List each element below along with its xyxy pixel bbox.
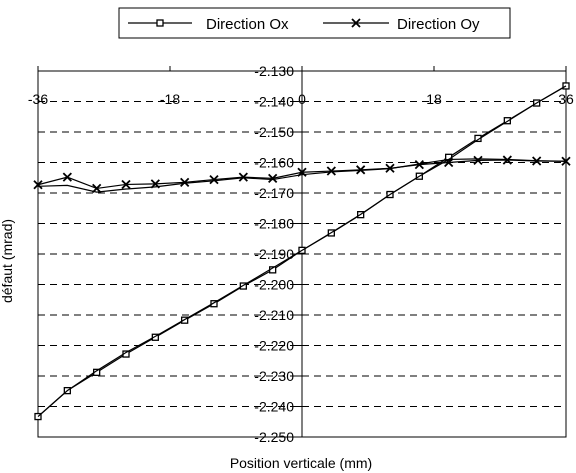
y-tick-label-6: -2.190 [254,246,294,262]
x-tick-label-1: -18 [160,91,180,107]
x-axis-title: Position verticale (mm) [230,455,372,471]
series-line-3 [37,158,567,193]
data-point-2-1 [62,172,72,182]
data-point-2-16 [502,155,512,165]
y-tick-label-9: -2.220 [254,338,294,354]
y-tick-label-7: -2.200 [254,277,294,293]
y-tick-label-0: -2.130 [254,63,294,79]
data-point-2-15 [473,155,483,166]
y-tick-label-11: -2.240 [254,399,294,415]
y-tick-label-1: -2.140 [254,94,294,110]
data-point-0-6 [210,300,218,308]
series-group [33,82,571,421]
y-tick-label-2: -2.150 [254,124,294,140]
series-1 [37,85,567,418]
y-tick-label-3: -2.160 [254,155,294,171]
data-point-2-13 [414,159,424,170]
legend: Direction Ox Direction Oy [118,7,511,39]
series-3 [37,158,567,193]
y-tick-label-4: -2.170 [254,185,294,201]
axes [37,66,567,438]
y-tick-label-5: -2.180 [254,216,294,232]
x-tick-label-0: -36 [28,91,48,107]
tick-labels: -2.130 -2.140 -2.150 -2.160 -2.170 -2.180 -2.1… [28,63,574,445]
legend-label-0: Direction Ox [206,16,289,33]
y-tick-label-10: -2.230 [254,368,294,384]
data-point-2-3 [121,179,131,190]
x-tick-label-3: 18 [426,91,442,107]
legend-marker-1 [351,18,361,28]
series-line-1 [37,85,567,418]
data-point-2-0 [33,180,43,190]
series-2 [33,155,571,194]
legend-item-1: Direction Oy [323,16,480,33]
legend-marker-0 [156,19,164,27]
data-point-2-11 [356,165,366,175]
y-tick-label-8: -2.210 [254,307,294,323]
data-point-2-5 [180,177,190,187]
legend-label-1: Direction Oy [397,16,480,33]
y-tick-label-12: -2.250 [254,429,294,445]
data-point-2-10 [326,166,336,176]
data-point-2-7 [238,172,248,182]
y-axis-title: défaut (mrad) [0,219,15,303]
legend-item-0: Direction Ox [128,16,289,33]
data-point-2-8 [268,173,278,183]
data-point-2-6 [209,174,219,185]
data-point-0-4 [151,333,159,341]
x-tick-label-4: 36 [558,91,574,107]
x-tick-label-2: 0 [298,91,306,107]
